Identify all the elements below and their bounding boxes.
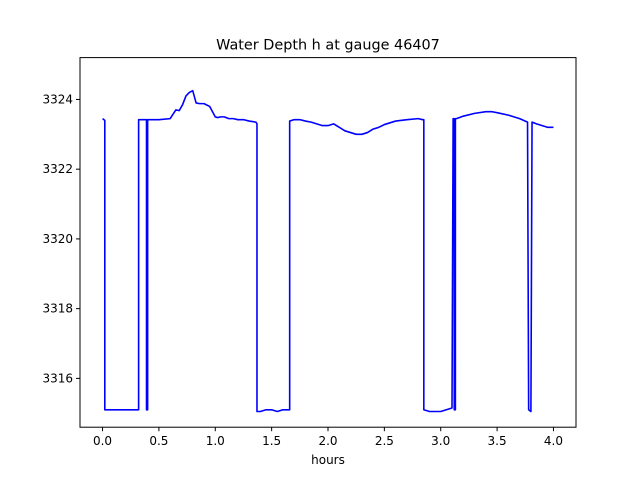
chart-title: Water Depth h at gauge 46407 <box>216 38 440 54</box>
y-tick-label: 3322 <box>42 162 73 176</box>
x-axis-label: hours <box>311 453 345 467</box>
plot-area: 0.0 0.5 1.0 1.5 2.0 2.5 3.0 3.5 4.0 3316 3318 3320 3… <box>42 57 577 448</box>
x-tick-label: 2.0 <box>318 434 337 448</box>
x-tick-label: 0.0 <box>93 434 112 448</box>
x-tick-label: 4.0 <box>544 434 563 448</box>
series-line-0 <box>102 89 554 413</box>
y-tick-label: 3318 <box>42 302 73 316</box>
x-tick-label: 1.5 <box>262 434 281 448</box>
y-tick-label: 3320 <box>42 232 73 246</box>
x-tick-label: 3.5 <box>488 434 507 448</box>
x-tick-label: 1.0 <box>206 434 225 448</box>
x-tick-label: 0.5 <box>149 434 168 448</box>
y-tick-label: 3316 <box>42 371 73 385</box>
x-tick-label: 2.5 <box>375 434 394 448</box>
x-tick-label: 3.0 <box>431 434 450 448</box>
y-tick-label: 3324 <box>42 92 73 106</box>
